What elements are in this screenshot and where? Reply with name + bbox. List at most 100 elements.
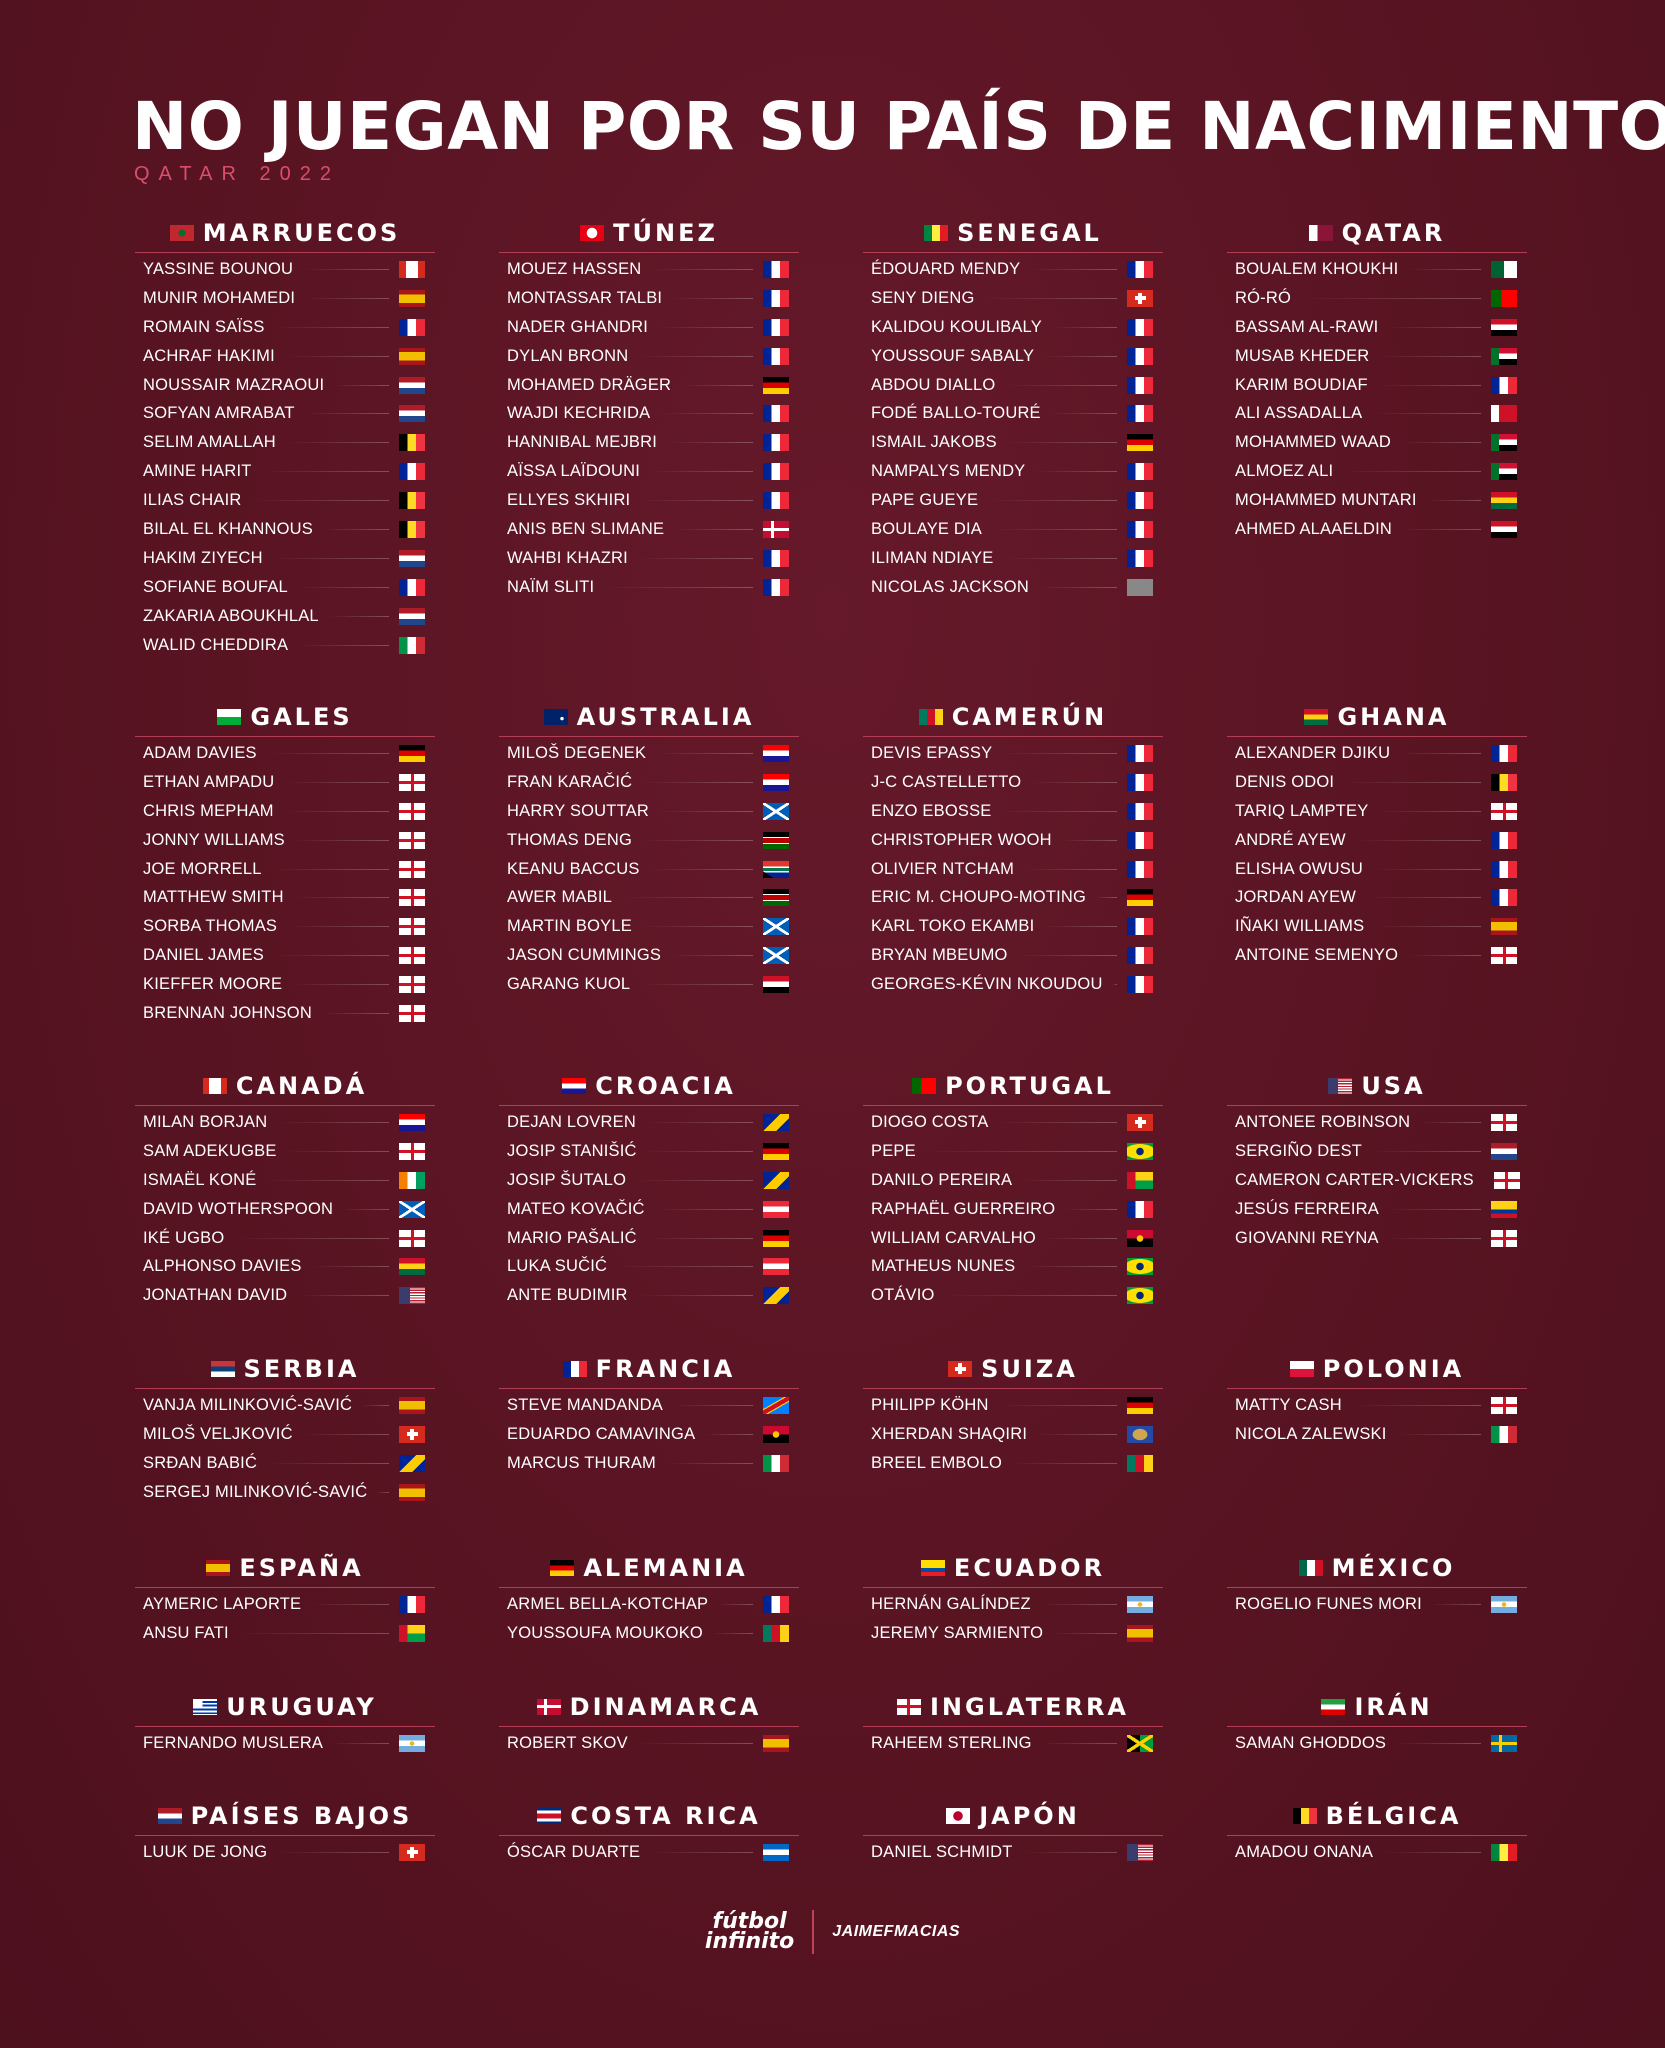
player-name: WILLIAM CARVALHO bbox=[871, 1228, 1036, 1247]
row-leader-line bbox=[651, 268, 753, 270]
birth-country-flag-icon bbox=[1127, 1734, 1153, 1752]
player-row: MOHAMED DRÄGER bbox=[499, 371, 799, 400]
country-header: MÉXICO bbox=[1227, 1548, 1527, 1588]
row-leader-line bbox=[658, 810, 753, 812]
player-name: JESÚS FERREIRA bbox=[1235, 1199, 1379, 1218]
row-leader-line bbox=[1030, 268, 1117, 270]
row-leader-line bbox=[343, 1208, 389, 1210]
player-name: ALEXANDER DJIKU bbox=[1235, 743, 1391, 762]
birth-country-flag-icon bbox=[1491, 1229, 1517, 1247]
row-leader-line bbox=[650, 1851, 753, 1853]
birth-country-flag-icon bbox=[1491, 520, 1517, 538]
country-flag-icon bbox=[193, 1698, 218, 1715]
player-row: GARANG KUOL bbox=[499, 970, 799, 999]
birth-country-flag-icon bbox=[1127, 289, 1153, 307]
player-name: MATEO KOVAČIĆ bbox=[507, 1199, 645, 1218]
country-header: URUGUAY bbox=[135, 1687, 435, 1727]
player-row: OTÁVIO bbox=[863, 1281, 1163, 1310]
player-row: MUSAB KHEDER bbox=[1227, 342, 1527, 371]
birth-country-flag-icon bbox=[399, 578, 425, 596]
row-leader-line bbox=[1408, 268, 1481, 270]
player-row: ANSU FATI bbox=[135, 1619, 435, 1648]
birth-country-flag-icon bbox=[1491, 889, 1517, 907]
birth-country-flag-icon bbox=[763, 260, 789, 278]
player-row: BILAL EL KHANNOUS bbox=[135, 515, 435, 544]
birth-country-flag-icon bbox=[399, 289, 425, 307]
birth-country-flag-icon bbox=[763, 1200, 789, 1218]
row-leader-line bbox=[1044, 355, 1117, 357]
birth-country-flag-icon bbox=[399, 918, 425, 936]
player-name: AMADOU ONANA bbox=[1235, 1842, 1374, 1861]
row-leader-line bbox=[641, 926, 753, 928]
country-name: IRÁN bbox=[1354, 1692, 1433, 1721]
country-section-ghana: GHANA ALEXANDER DJIKU DENIS ODOI TARIQ LAMP… bbox=[1227, 697, 1527, 970]
country-header: BÉLGICA bbox=[1227, 1796, 1527, 1836]
player-name: RAPHAËL GUERREIRO bbox=[871, 1199, 1056, 1218]
row-leader-line bbox=[674, 528, 753, 530]
country-name: MÉXICO bbox=[1331, 1553, 1456, 1582]
player-name: MILOŠ DEGENEK bbox=[507, 743, 647, 762]
player-row: SERGEJ MILINKOVIĆ-SAVIĆ bbox=[135, 1478, 435, 1507]
country-section-uruguay: URUGUAY FERNANDO MUSLERA bbox=[135, 1687, 435, 1758]
player-row: DENIS ODOI bbox=[1227, 768, 1527, 797]
row-leader-line bbox=[1402, 528, 1481, 530]
player-name: GEORGES-KÉVIN NKOUDOU bbox=[871, 975, 1103, 994]
row-leader-line bbox=[637, 1295, 753, 1297]
player-row: JOSIP STANIŠIĆ bbox=[499, 1137, 799, 1166]
player-row: JONNY WILLIAMS bbox=[135, 826, 435, 855]
player-row: WAHBI KHAZRI bbox=[499, 544, 799, 573]
player-row: BOUALEM KHOUKHI bbox=[1227, 255, 1527, 284]
birth-country-flag-icon bbox=[763, 1454, 789, 1472]
player-row: MOHAMMED MUNTARI bbox=[1227, 486, 1527, 515]
birth-country-flag-icon bbox=[1127, 976, 1153, 994]
birth-country-flag-icon bbox=[1127, 860, 1153, 878]
country-flag-icon bbox=[918, 708, 943, 725]
birth-country-flag-icon bbox=[763, 1142, 789, 1160]
row-leader-line bbox=[642, 839, 753, 841]
player-name: CAMERON CARTER-VICKERS bbox=[1235, 1170, 1474, 1189]
player-name: AWER MABIL bbox=[507, 888, 612, 907]
birth-country-flag-icon bbox=[1127, 1425, 1153, 1443]
player-name: ROBERT SKOV bbox=[507, 1733, 628, 1752]
player-row: ENZO EBOSSE bbox=[863, 797, 1163, 826]
player-name: ACHRAF HAKIMI bbox=[143, 346, 275, 365]
birth-country-flag-icon bbox=[1127, 1454, 1153, 1472]
birth-country-flag-icon bbox=[399, 636, 425, 654]
player-name: HANNIBAL MEJBRI bbox=[507, 433, 658, 452]
country-flag-icon bbox=[1292, 1807, 1317, 1824]
country-header: CANADÁ bbox=[135, 1066, 435, 1106]
row-leader-line bbox=[334, 384, 389, 386]
player-row: KARL TOKO EKAMBI bbox=[863, 912, 1163, 941]
player-name: ANTE BUDIMIR bbox=[507, 1286, 628, 1305]
player-name: ÉDOUARD MENDY bbox=[871, 259, 1021, 278]
birth-country-flag-icon bbox=[399, 347, 425, 365]
birth-country-flag-icon bbox=[1491, 773, 1517, 791]
player-name: DIOGO COSTA bbox=[871, 1112, 989, 1131]
player-row: BREEL EMBOLO bbox=[863, 1449, 1163, 1478]
row-leader-line bbox=[266, 1179, 389, 1181]
birth-country-flag-icon bbox=[399, 889, 425, 907]
row-leader-line bbox=[681, 384, 753, 386]
row-leader-line bbox=[1031, 781, 1117, 783]
player-name: BREEL EMBOLO bbox=[871, 1453, 1003, 1472]
player-row: MILOŠ DEGENEK bbox=[499, 739, 799, 768]
country-header: DINAMARCA bbox=[499, 1687, 799, 1727]
row-leader-line bbox=[1002, 752, 1117, 754]
row-leader-line bbox=[646, 1150, 753, 1152]
country-header: SERBIA bbox=[135, 1349, 435, 1389]
country-header: ALEMANIA bbox=[499, 1548, 799, 1588]
birth-country-flag-icon bbox=[1127, 1142, 1153, 1160]
birth-country-flag-icon bbox=[763, 520, 789, 538]
country-flag-icon bbox=[912, 1077, 937, 1094]
player-row: RAPHAËL GUERREIRO bbox=[863, 1195, 1163, 1224]
country-name: DINAMARCA bbox=[569, 1692, 762, 1721]
player-name: PEPE bbox=[871, 1141, 916, 1160]
row-leader-line bbox=[998, 1404, 1117, 1406]
birth-country-flag-icon bbox=[763, 405, 789, 423]
row-leader-line bbox=[311, 1603, 389, 1605]
country-flag-icon bbox=[562, 1360, 587, 1377]
player-name: DANIEL SCHMIDT bbox=[871, 1842, 1013, 1861]
country-flag-icon bbox=[537, 1807, 562, 1824]
country-section-camerún: CAMERÚN DEVIS EPASSY J-C CASTELLETTO ENZO E… bbox=[863, 697, 1163, 999]
birth-country-flag-icon bbox=[399, 1734, 425, 1752]
